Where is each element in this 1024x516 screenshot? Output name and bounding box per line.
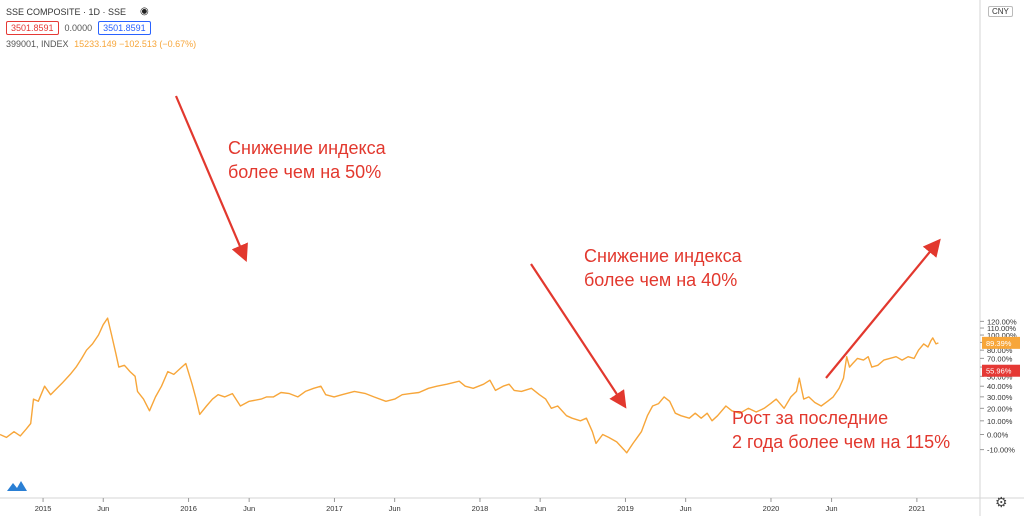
x-tick-label: 2016 <box>180 504 197 513</box>
x-tick-label: Jun <box>680 504 692 513</box>
settings-gear-icon[interactable]: ⚙ <box>995 494 1008 510</box>
quote-bar: 3501.8591 0.0000 3501.8591 <box>6 21 151 35</box>
series-line <box>0 317 939 454</box>
annotation-drop-2018: Снижение индекса более чем на 40% <box>584 244 742 292</box>
symbol-title[interactable]: SSE COMPOSITE · 1D · SSE <box>6 6 127 17</box>
y-tick-label: 50.00% <box>987 372 1013 381</box>
annotation-arrow <box>174 95 248 263</box>
y-tick-label: 40.00% <box>987 382 1013 391</box>
annotation-line: более чем на 40% <box>584 270 738 290</box>
x-tick-label: Jun <box>534 504 546 513</box>
sell-price-button[interactable]: 3501.8591 <box>6 21 59 35</box>
comparison-legend[interactable]: 399001, INDEX 15233.149 −102.513 (−0.67%… <box>6 39 196 49</box>
currency-badge[interactable]: CNY <box>988 6 1013 17</box>
annotation-arrow <box>530 263 627 409</box>
eye-crossed-icon[interactable]: ◉ <box>140 6 149 17</box>
y-tick-label: 110.00% <box>987 324 1016 333</box>
annotation-line: Рост за последние <box>732 408 889 428</box>
chart-header: SSE COMPOSITE · 1D · SSE ◉ <box>6 6 149 17</box>
annotation-line: более чем на 50% <box>228 162 382 182</box>
comparison-label: 399001, INDEX <box>6 39 69 49</box>
currency-label: CNY <box>992 7 1009 16</box>
y-tick-label: 70.00% <box>987 354 1013 363</box>
x-tick-label: Jun <box>243 504 255 513</box>
annotation-line: Снижение индекса <box>228 138 386 158</box>
compare-value-badge <box>982 364 1020 377</box>
x-tick-label: 2015 <box>35 504 52 513</box>
y-tick-label: 10.00% <box>987 417 1013 426</box>
annotation-line: Снижение индекса <box>584 246 742 266</box>
annotation-line: 2 года более чем на 115% <box>732 432 951 452</box>
y-tick-label: 100.00% <box>987 331 1017 340</box>
x-tick-label: 2019 <box>617 504 634 513</box>
x-tick-label: 2020 <box>763 504 780 513</box>
comparison-value: 15233.149 −102.513 (−0.67%) <box>74 39 197 49</box>
x-tick-label: Jun <box>389 504 401 513</box>
x-tick-label: Jun <box>826 504 838 513</box>
compare-value-label: 55.96% <box>986 367 1012 376</box>
y-tick-label: -10.00% <box>987 446 1015 455</box>
buy-price-button[interactable]: 3501.8591 <box>98 21 151 35</box>
annotation-growth: Рост за последние 2 года более чем на 11… <box>732 406 950 454</box>
last-value-label: 89.39% <box>986 339 1012 348</box>
x-tick-label: 2018 <box>472 504 489 513</box>
y-tick-label: 30.00% <box>987 393 1013 402</box>
last-value-badge <box>982 336 1020 349</box>
x-tick-label: 2021 <box>909 504 926 513</box>
annotation-drop-2015: Снижение индекса более чем на 50% <box>228 136 386 184</box>
y-tick-label: 80.00% <box>987 346 1013 355</box>
tradingview-logo[interactable] <box>6 478 28 494</box>
x-tick-label: 2017 <box>326 504 343 513</box>
annotation-arrow <box>825 238 941 379</box>
y-tick-label: 0.00% <box>987 431 1009 440</box>
y-tick-label: 20.00% <box>987 404 1013 413</box>
spread-value: 0.0000 <box>64 23 93 33</box>
x-tick-label: Jun <box>97 504 109 513</box>
y-tick-label: 120.00% <box>987 317 1017 326</box>
